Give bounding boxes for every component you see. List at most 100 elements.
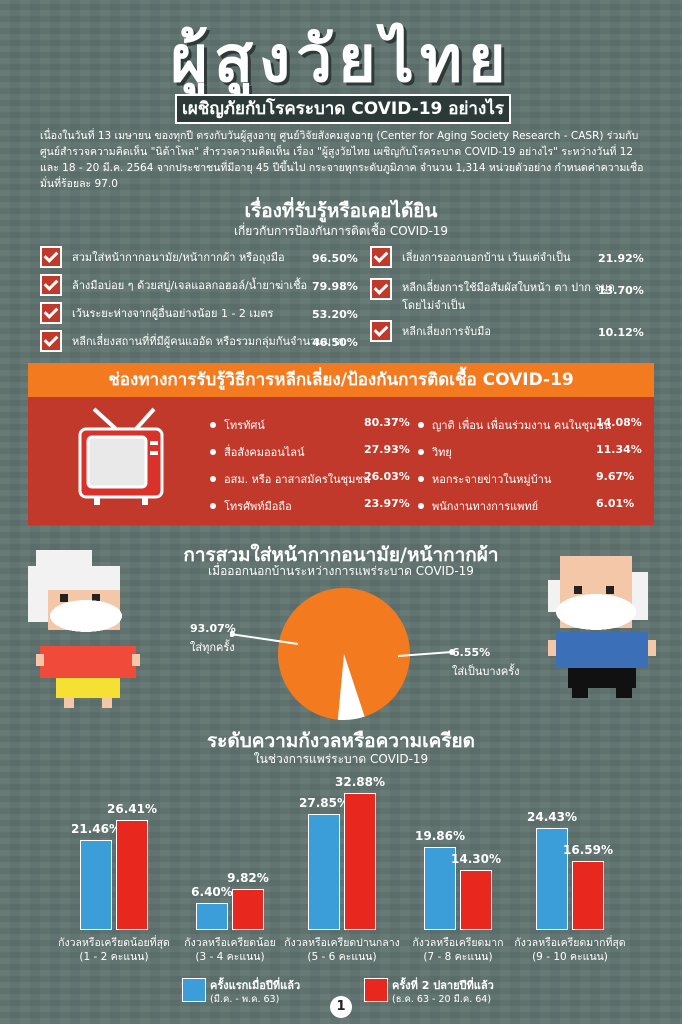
prevention-label-line2: โดยไม่จำเป็น	[402, 299, 466, 312]
bar-second	[232, 889, 264, 930]
category-label: กังวลหรือเครียดมาก (7 - 8 คะแนน)	[412, 937, 504, 963]
prevention-label: เลี่ยงการออกนอกบ้าน เว้นแต่จำเป็น	[402, 251, 571, 264]
channel-pct: 11.34%	[596, 443, 642, 456]
bullet-icon	[418, 503, 424, 509]
bar-value-label: 21.46%	[71, 822, 121, 837]
bar-second	[460, 870, 492, 930]
pie-slice-sometimes	[337, 654, 365, 720]
prevention-item: หลีกเลี่ยงการใช้มือสัมผัสใบหน้า ตา ปาก จ…	[370, 278, 615, 314]
checkbox-icon	[40, 274, 62, 296]
category-label: กังวลหรือเครียดน้อยที่สุด (1 - 2 คะแนน)	[58, 937, 170, 963]
bar-value-label: 32.88%	[335, 774, 385, 789]
mask-pie-chart	[278, 588, 410, 720]
prevention-label: สวมใส่หน้ากากอนามัย/หน้ากากผ้า หรือถุงมื…	[72, 251, 285, 264]
legend-second-label: ครั้งที่ 2 ปลายปีที่แล้ว	[392, 979, 494, 992]
channel-item: ญาติ เพื่อน เพื่อนร่วมงาน คนในชุมชน	[418, 416, 611, 434]
category-label: กังวลหรือเครียดปานกลาง (5 - 6 คะแนน)	[284, 937, 400, 963]
channel-item: โทรทัศน์	[210, 416, 265, 434]
channel-item: พนักงานทางการแพทย์	[418, 497, 538, 515]
bullet-icon	[210, 476, 216, 482]
prevention-item: เลี่ยงการออกนอกบ้าน เว้นแต่จำเป็น	[370, 246, 570, 268]
mask-title: การสวมใส่หน้ากากอนามัย/หน้ากากผ้า	[183, 544, 499, 566]
prevention-item: เว้นระยะห่างจากผู้อื่นอย่างน้อย 1 - 2 เม…	[40, 302, 273, 324]
bullet-icon	[210, 503, 216, 509]
mask-subtitle: เมื่อออกนอกบ้านระหว่างการแพร่ระบาด COVID…	[208, 564, 474, 578]
channel-item: หอกระจายข่าวในหมู่บ้าน	[418, 470, 551, 488]
prevention-title: เรื่องที่รับรู้หรือเคยได้ยิน	[244, 200, 438, 222]
legend-swatch-second	[364, 978, 388, 1002]
category-label: กังวลหรือเครียดน้อย (3 - 4 คะแนน)	[184, 937, 276, 963]
mask-always-label: ใส่ทุกครั้ง	[190, 641, 235, 654]
channel-pct: 14.08%	[596, 416, 642, 429]
mask-always-pct: 93.07%	[190, 622, 236, 635]
prevention-label: หลีกเลี่ยงการใช้มือสัมผัสใบหน้า ตา ปาก จ…	[402, 281, 615, 294]
grandfather-icon	[548, 556, 656, 698]
prevention-pct: 53.20%	[312, 308, 358, 321]
bar-value-label: 9.82%	[227, 871, 269, 886]
legend-first-label: ครั้งแรกเมื่อปีที่แล้ว	[210, 979, 301, 992]
leader-line	[398, 649, 455, 657]
grandmother-icon	[28, 550, 140, 708]
channel-item: วิทยุ	[418, 443, 452, 461]
channels-panel	[28, 397, 654, 525]
category-label: กังวลหรือเครียดมากที่สุด (9 - 10 คะแนน)	[514, 937, 626, 963]
bullet-icon	[210, 449, 216, 455]
mask-sometimes-label: ใส่เป็นบางครั้ง	[452, 665, 520, 678]
bar-second	[344, 792, 376, 930]
stress-subtitle: ในช่วงการแพร่ระบาด COVID-19	[253, 752, 429, 766]
bar-value-label: 26.41%	[107, 801, 157, 816]
pie-slice-always	[278, 588, 410, 720]
bullet-icon	[418, 449, 424, 455]
legend-swatch-first	[182, 978, 206, 1002]
mask-sometimes-pct: 6.55%	[452, 646, 491, 659]
prevention-item: หลีกเลี่ยงการจับมือ	[370, 320, 491, 342]
page-subtitle: เผชิญภัยกับโรคระบาด COVID-19 อย่างไร	[175, 94, 511, 124]
bullet-icon	[418, 422, 424, 428]
bar-value-label: 6.40%	[191, 885, 233, 900]
bar-value-label: 27.85%	[299, 795, 349, 810]
channel-item: โทรศัพท์มือถือ	[210, 497, 292, 515]
intro-paragraph: เนื่องในวันที่ 13 เมษายน ของทุกปี ตรงกับ…	[40, 130, 644, 190]
prevention-label: หลีกเลี่ยงสถานที่ที่มีผู้คนแออัด หรือรวม…	[72, 335, 344, 348]
bar-first	[424, 847, 456, 930]
bar-first	[536, 828, 568, 930]
bar-second	[572, 860, 604, 930]
checkbox-icon	[40, 246, 62, 268]
bar-second	[116, 819, 148, 930]
prevention-pct: 10.12%	[598, 326, 644, 339]
page-number: 1	[330, 996, 352, 1018]
prevention-label: เว้นระยะห่างจากผู้อื่นอย่างน้อย 1 - 2 เม…	[72, 307, 274, 320]
bar-first	[308, 813, 340, 930]
channel-pct: 27.93%	[364, 443, 410, 456]
prevention-pct: 46.50%	[312, 336, 358, 349]
bar-value-label: 24.43%	[527, 810, 577, 825]
checkbox-icon	[370, 246, 392, 268]
prevention-pct: 21.92%	[598, 252, 644, 265]
bullet-icon	[210, 422, 216, 428]
bar-value-label: 14.30%	[451, 852, 501, 867]
prevention-subtitle: เกี่ยวกับการป้องกันการติดเชื้อ COVID-19	[233, 224, 449, 238]
legend-first-period: (มี.ค. - พ.ค. 63)	[210, 994, 280, 1005]
channel-pct: 80.37%	[364, 416, 410, 429]
bar-first	[80, 840, 112, 930]
prevention-pct: 79.98%	[312, 280, 358, 293]
page-title: ผู้สูงวัยไทย	[170, 22, 512, 97]
checkbox-icon	[370, 278, 392, 300]
prevention-item: สวมใส่หน้ากากอนามัย/หน้ากากผ้า หรือถุงมื…	[40, 246, 285, 268]
channel-item: อสม. หรือ อาสาสมัครในชุมชน	[210, 470, 370, 488]
channel-pct: 6.01%	[596, 497, 635, 510]
prevention-label: หลีกเลี่ยงการจับมือ	[402, 325, 491, 338]
prevention-label: ล้างมือบ่อย ๆ ด้วยสบู่/เจลแอลกอฮอล์/น้ำย…	[72, 279, 308, 292]
checkbox-icon	[40, 302, 62, 324]
channel-pct: 23.97%	[364, 497, 410, 510]
stress-title: ระดับความกังวลหรือความเครียด	[206, 730, 476, 752]
channel-pct: 9.67%	[596, 470, 635, 483]
tv-icon	[78, 407, 164, 505]
bar-first	[196, 903, 228, 930]
bullet-icon	[418, 476, 424, 482]
channel-pct: 26.03%	[364, 470, 410, 483]
leader-line	[230, 631, 299, 645]
checkbox-icon	[370, 320, 392, 342]
prevention-pct: 13.70%	[598, 284, 644, 297]
prevention-item: ล้างมือบ่อย ๆ ด้วยสบู่/เจลแอลกอฮอล์/น้ำย…	[40, 274, 307, 296]
